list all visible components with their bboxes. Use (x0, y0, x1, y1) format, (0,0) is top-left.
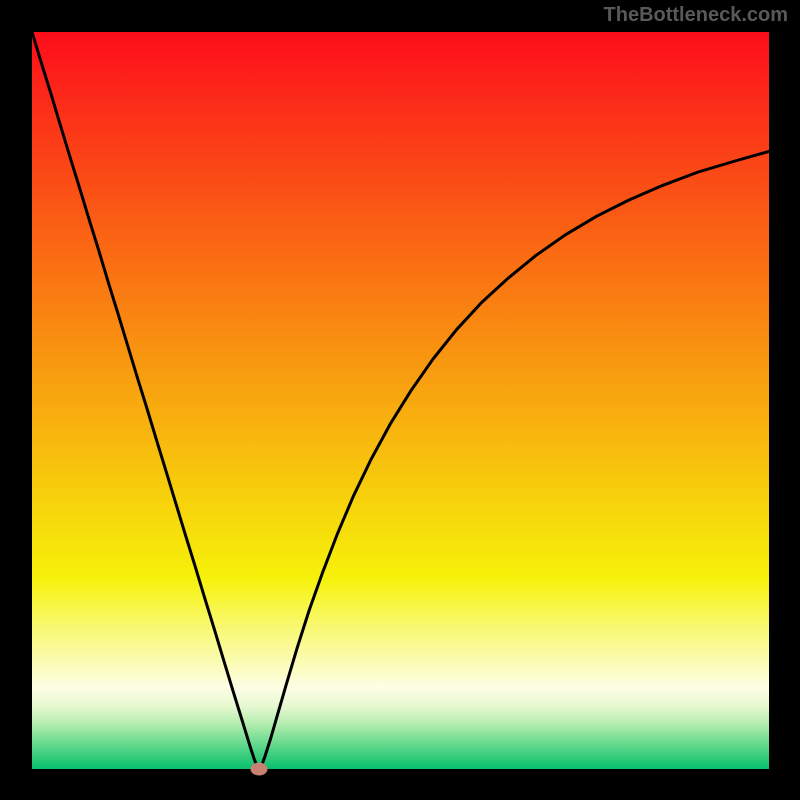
chart-frame: TheBottleneck.com (0, 0, 800, 800)
optimum-marker (250, 763, 267, 776)
watermark-text: TheBottleneck.com (604, 4, 788, 27)
bottleneck-curve (32, 32, 769, 769)
plot-area (32, 32, 769, 769)
